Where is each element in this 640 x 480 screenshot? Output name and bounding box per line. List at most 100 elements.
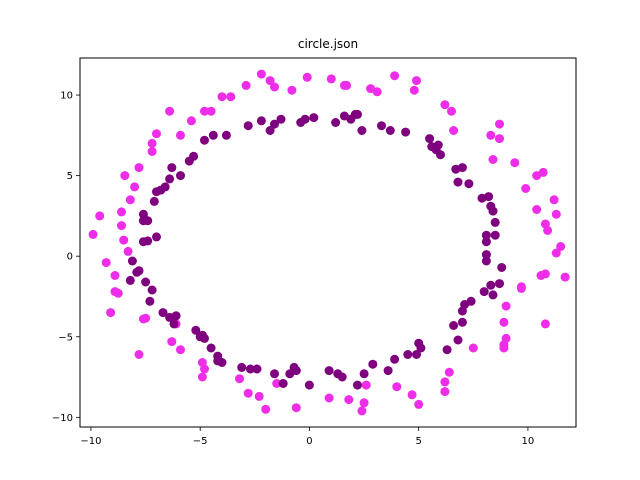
scatter-point [501,301,511,311]
scatter-point [425,134,435,144]
scatter-point [265,126,275,135]
scatter-point [353,380,362,390]
data-points [88,69,570,416]
scatter-point [88,229,98,239]
scatter-point [143,236,153,246]
scatter-point [409,85,419,95]
scatter-point [110,271,120,280]
scatter-point [200,106,209,116]
scatter-point [532,205,542,214]
scatter-point [276,114,286,124]
scatter-point [444,367,454,377]
scatter-point [226,92,236,102]
scatter-point [486,280,496,290]
scatter-point [331,118,341,127]
scatter-point [551,248,561,258]
scatter-point [538,167,548,177]
scatter-point [510,158,520,168]
scatter-point [200,135,209,145]
scatter-point [490,230,500,240]
scatter-point [488,290,498,300]
scatter-point [488,155,498,164]
scatter-point [353,109,362,119]
scatter-point [560,272,570,282]
scatter-point [447,106,456,116]
scatter-point [101,258,111,268]
scatter-point [237,362,247,372]
scatter-point [189,151,199,161]
scatter-point [221,130,231,140]
scatter-point [497,263,507,272]
scatter-point [197,372,207,382]
scatter-point [208,130,218,140]
scatter-point [342,80,352,90]
scatter-point [243,121,253,131]
scatter-point [433,140,443,150]
scatter-point [357,406,367,416]
scatter-point [147,147,157,156]
scatter-point [113,288,123,298]
scatter-point [217,92,227,102]
scatter-point [403,350,413,359]
scatter-point [302,72,312,82]
scatter-point [176,130,185,140]
scatter-point [449,321,459,330]
scatter-point [117,221,126,231]
scatter-point [120,171,130,181]
scatter-point [479,287,489,297]
scatter-point [453,177,463,187]
scatter-point [457,163,467,173]
axes-frame [79,57,577,428]
x-tick-label: 5 [415,436,421,447]
scatter-point [291,366,301,376]
scatter-point [412,350,421,359]
scatter-point [200,364,209,374]
scatter-point [138,209,148,219]
scatter-point [453,335,463,345]
scatter-point [481,230,491,240]
scatter-point [147,285,157,295]
scatter-point [270,369,279,379]
scatter-point [167,337,177,347]
scatter-point [287,85,297,95]
scatter-point [243,388,253,398]
scatter-point [501,333,511,343]
scatter-point [357,126,367,135]
scatter-point [551,209,561,219]
scatter-point [261,404,271,414]
scatter-point [481,237,491,247]
scatter-point [191,325,201,335]
scatter-point [241,80,251,90]
scatter-point [468,343,478,353]
scatter-point [486,130,496,140]
scatter-point [440,100,450,110]
scatter-point [186,116,196,126]
scatter-point [304,380,314,390]
scatter-point [106,308,116,318]
scatter-point [125,275,135,285]
scatter-point [540,319,550,329]
scatter-point [158,308,168,318]
scatter-point [272,379,282,388]
scatter-point [270,82,279,92]
scatter-point [134,350,144,359]
scatter-point [516,283,526,293]
scatter-point [254,391,264,401]
scatter-point [440,387,450,397]
x-tick-label: −5 [193,436,208,447]
scatter-point [361,380,371,390]
chart-title: circle.json [298,37,358,51]
y-tick-label: −5 [58,332,73,343]
scatter-point [440,377,450,387]
scatter-point [337,372,347,382]
scatter-point [130,182,140,192]
scatter-point [95,211,105,221]
scatter-point [165,174,175,184]
scatter-point [119,235,129,245]
scatter-point [481,250,491,260]
scatter-point [256,69,266,79]
y-tick-label: 10 [60,91,73,102]
scatter-point [359,398,369,408]
scatter-point [206,343,216,353]
scatter-point [235,374,244,384]
